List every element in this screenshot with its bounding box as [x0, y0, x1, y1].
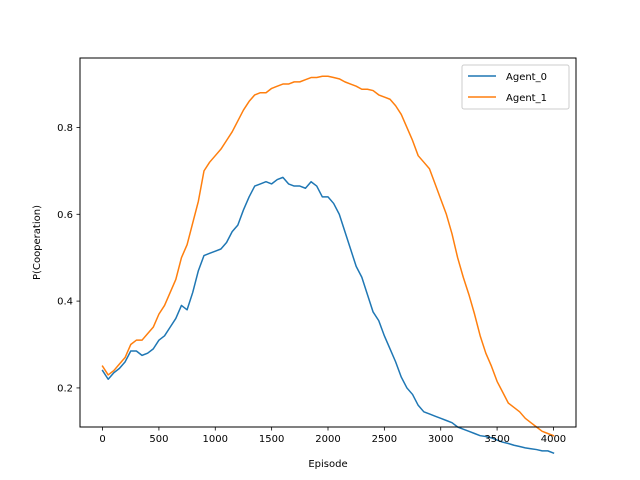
series-lines	[101, 75, 555, 455]
legend: Agent_0 Agent_1	[461, 64, 570, 110]
y-tick-label: 0.4	[57, 297, 73, 308]
y-tick-label: 0.2	[57, 383, 73, 394]
x-tick-label: 4000	[541, 434, 566, 445]
x-tick-label: 500	[149, 434, 168, 445]
x-axis-label: Episode	[308, 459, 347, 470]
x-tick-label: 2000	[315, 434, 340, 445]
y-tick-label: 0.8	[57, 123, 73, 134]
y-axis-label: P(Cooperation)	[32, 205, 43, 280]
y-tick-label: 0.6	[57, 210, 73, 221]
x-tick-label: 1000	[203, 434, 228, 445]
x-tick-label: 3500	[484, 434, 509, 445]
x-axis-ticks: 0 500 1000 1500 2000 2500 3000 3500 4000	[99, 427, 566, 445]
series-line-agent-1	[101, 75, 555, 437]
legend-label-agent-1: Agent_1	[506, 93, 547, 104]
series-line-agent-0	[101, 176, 555, 455]
x-tick-label: 3000	[428, 434, 453, 445]
x-tick-label: 2500	[372, 434, 397, 445]
legend-label-agent-0: Agent_0	[506, 72, 547, 83]
y-axis-ticks: 0.2 0.4 0.6 0.8	[57, 123, 80, 394]
x-tick-label: 0	[99, 434, 105, 445]
plot-frame	[79, 57, 577, 428]
x-tick-label: 1500	[259, 434, 284, 445]
